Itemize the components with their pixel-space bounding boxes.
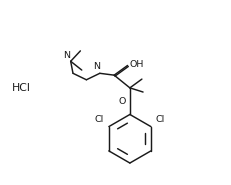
Text: HCl: HCl: [12, 83, 31, 93]
Text: Cl: Cl: [155, 115, 164, 124]
Text: N: N: [62, 51, 70, 60]
Text: OH: OH: [129, 60, 144, 70]
Text: Cl: Cl: [94, 115, 103, 124]
Text: N: N: [93, 62, 100, 71]
Text: O: O: [118, 97, 125, 106]
